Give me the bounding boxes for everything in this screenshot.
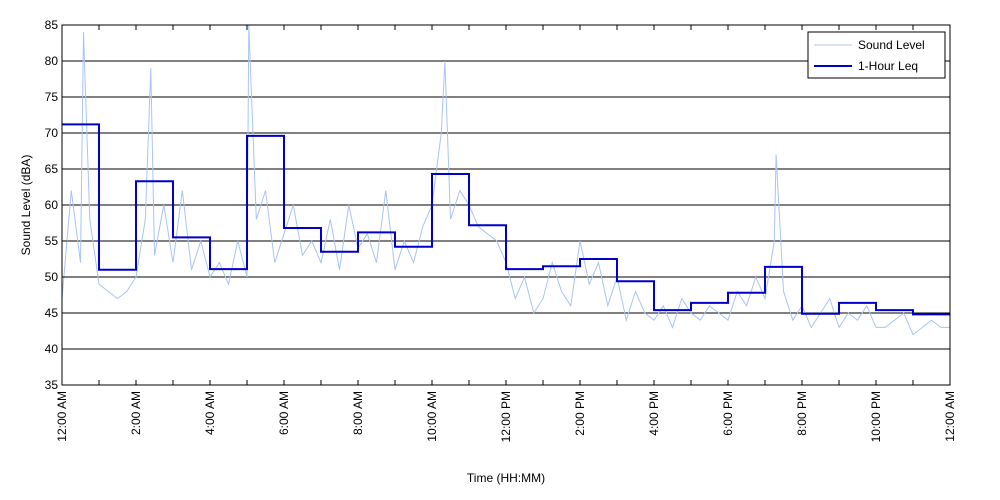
x-tick-label: 8:00 AM bbox=[351, 391, 365, 435]
y-tick-label: 65 bbox=[45, 162, 59, 176]
x-axis: 12:00 AM 2:00 AM 4:00 AM 6:00 AM 8:00 AM 10:0… bbox=[55, 25, 957, 442]
x-tick-label: 12:00 AM bbox=[943, 391, 957, 442]
y-tick-label: 80 bbox=[45, 54, 59, 68]
x-tick-label: 10:00 PM bbox=[869, 391, 883, 442]
x-tick-label: 4:00 PM bbox=[647, 391, 661, 436]
y-tick-label: 40 bbox=[45, 342, 59, 356]
y-tick-label: 70 bbox=[45, 126, 59, 140]
legend-label-leq: 1-Hour Leq bbox=[858, 59, 918, 73]
legend: Sound Level 1-Hour Leq bbox=[807, 31, 946, 79]
leq-step-line bbox=[62, 123, 950, 316]
leq-series bbox=[62, 123, 950, 316]
legend-label-sound-level: Sound Level bbox=[858, 38, 925, 52]
x-tick-label: 12:00 AM bbox=[55, 391, 69, 442]
x-tick-label: 4:00 AM bbox=[203, 391, 217, 435]
x-axis-label: Time (HH:MM) bbox=[467, 471, 545, 485]
y-tick-label: 55 bbox=[45, 234, 59, 248]
x-tick-label: 2:00 PM bbox=[573, 391, 587, 436]
sound-level-series bbox=[61, 24, 950, 336]
x-tick-label: 6:00 PM bbox=[721, 391, 735, 436]
legend-box bbox=[807, 31, 946, 79]
sound-level-line bbox=[61, 24, 950, 336]
y-tick-label: 75 bbox=[45, 90, 59, 104]
y-tick-label: 85 bbox=[45, 18, 59, 32]
y-tick-label: 60 bbox=[45, 198, 59, 212]
x-tick-label: 2:00 AM bbox=[129, 391, 143, 435]
y-axis: 35 40 45 50 55 60 65 70 75 80 85 bbox=[45, 18, 950, 392]
y-tick-label: 35 bbox=[45, 378, 59, 392]
y-tick-label: 45 bbox=[45, 306, 59, 320]
gridlines bbox=[62, 60, 950, 350]
x-tick-label: 12:00 PM bbox=[499, 391, 513, 442]
y-axis-label: Sound Level (dBA) bbox=[19, 155, 33, 256]
x-tick-label: 8:00 PM bbox=[795, 391, 809, 436]
x-tick-label: 6:00 AM bbox=[277, 391, 291, 435]
y-tick-label: 50 bbox=[45, 270, 59, 284]
x-tick-label: 10:00 AM bbox=[425, 391, 439, 442]
